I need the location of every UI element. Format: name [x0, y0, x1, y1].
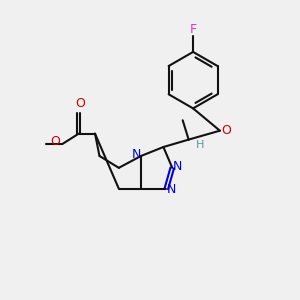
Text: O: O	[50, 136, 60, 148]
Text: N: N	[173, 160, 182, 173]
Text: O: O	[75, 98, 85, 110]
Text: F: F	[190, 23, 197, 36]
Text: O: O	[221, 124, 231, 137]
Text: H: H	[196, 140, 204, 150]
Text: N: N	[167, 183, 176, 196]
Text: N: N	[132, 148, 141, 161]
